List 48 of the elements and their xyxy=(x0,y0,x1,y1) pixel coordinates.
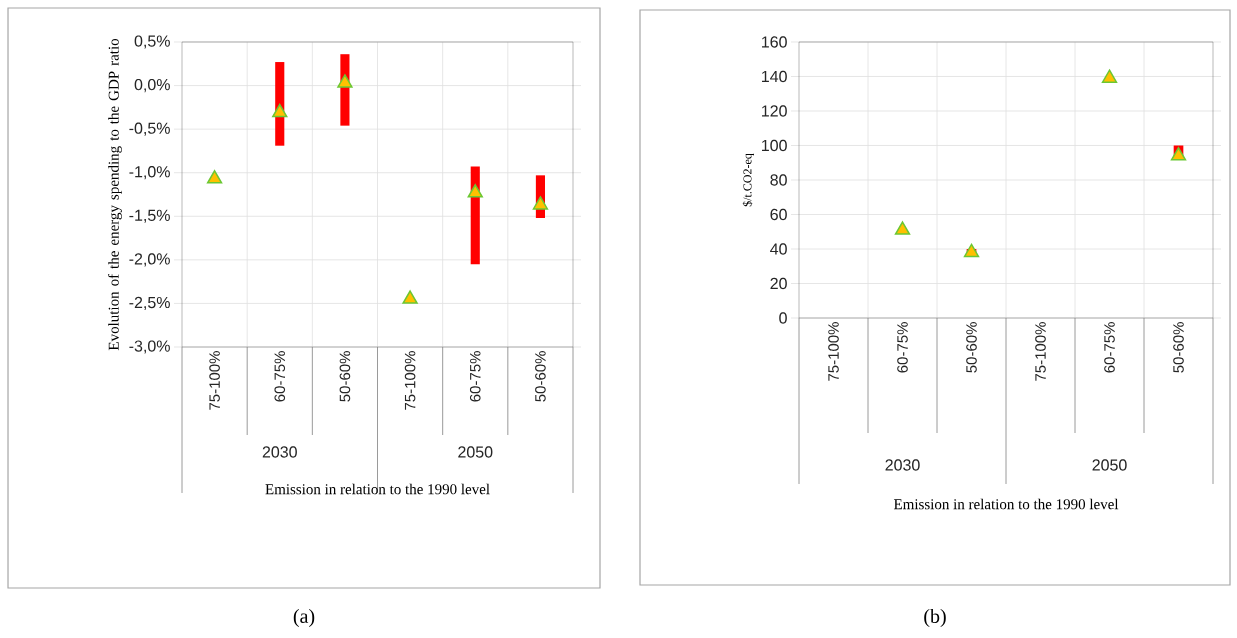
point xyxy=(206,170,223,184)
x-tick-label: 75-100% xyxy=(404,351,416,410)
x-tick-label: 50-60% xyxy=(1173,322,1184,373)
y-tick-label: 20 xyxy=(770,277,787,290)
point xyxy=(963,243,980,258)
text: (b) xyxy=(924,608,946,628)
point xyxy=(467,184,483,198)
x-tick-label: 60-75% xyxy=(1104,322,1115,373)
text: 2030 xyxy=(262,446,297,458)
x-tick-label: 60-75% xyxy=(897,322,908,373)
x-axis-title: Emission in relation to the 1990 level xyxy=(265,483,490,495)
x-tick-label: 75-100% xyxy=(209,351,220,410)
point xyxy=(894,221,911,235)
text: (a) xyxy=(293,608,315,628)
point xyxy=(532,196,549,210)
x-tick-label: 60-75% xyxy=(274,351,286,402)
y-tick-label: -1,0% xyxy=(129,166,170,180)
y-axis-title: $/t.CO2-eq xyxy=(742,153,754,207)
y-tick-label: 120 xyxy=(762,105,787,117)
x-tick-label: 60-75% xyxy=(469,351,481,402)
point xyxy=(1101,69,1118,83)
y-tick-label: -2,0% xyxy=(129,253,170,267)
y-axis-title: Evolution of the energy spending to the GDP ratio xyxy=(108,38,122,351)
y-tick-label: -1,5% xyxy=(129,209,170,223)
point xyxy=(337,74,353,88)
text: 2050 xyxy=(1092,459,1127,471)
y-tick-label: 80 xyxy=(770,174,787,186)
text: 2050 xyxy=(458,446,493,458)
y-tick-label: 0,0% xyxy=(134,78,170,93)
point xyxy=(272,103,288,118)
x-tick-label: 50-60% xyxy=(339,351,351,402)
y-tick-label: 0,5% xyxy=(134,35,170,49)
y-tick-label: 0 xyxy=(779,312,787,324)
x-tick-label: 50-60% xyxy=(966,322,977,373)
y-tick-label: -2,5% xyxy=(129,296,170,311)
x-tick-label: 50-60% xyxy=(535,351,546,402)
y-tick-label: 60 xyxy=(770,208,787,221)
x-tick-label: 75-100% xyxy=(828,322,839,381)
x-axis-title: Emission in relation to the 1990 level xyxy=(893,498,1119,510)
y-tick-label: -0,5% xyxy=(129,122,170,136)
x-tick-label: 75-100% xyxy=(1035,322,1046,381)
y-tick-label: 140 xyxy=(762,70,787,83)
y-tick-label: 100 xyxy=(762,139,787,152)
y-tick-label: 40 xyxy=(770,243,787,255)
text: 2030 xyxy=(885,459,920,471)
point xyxy=(402,290,418,304)
y-tick-label: -3,0% xyxy=(129,340,170,354)
y-tick-label: 160 xyxy=(762,36,787,48)
